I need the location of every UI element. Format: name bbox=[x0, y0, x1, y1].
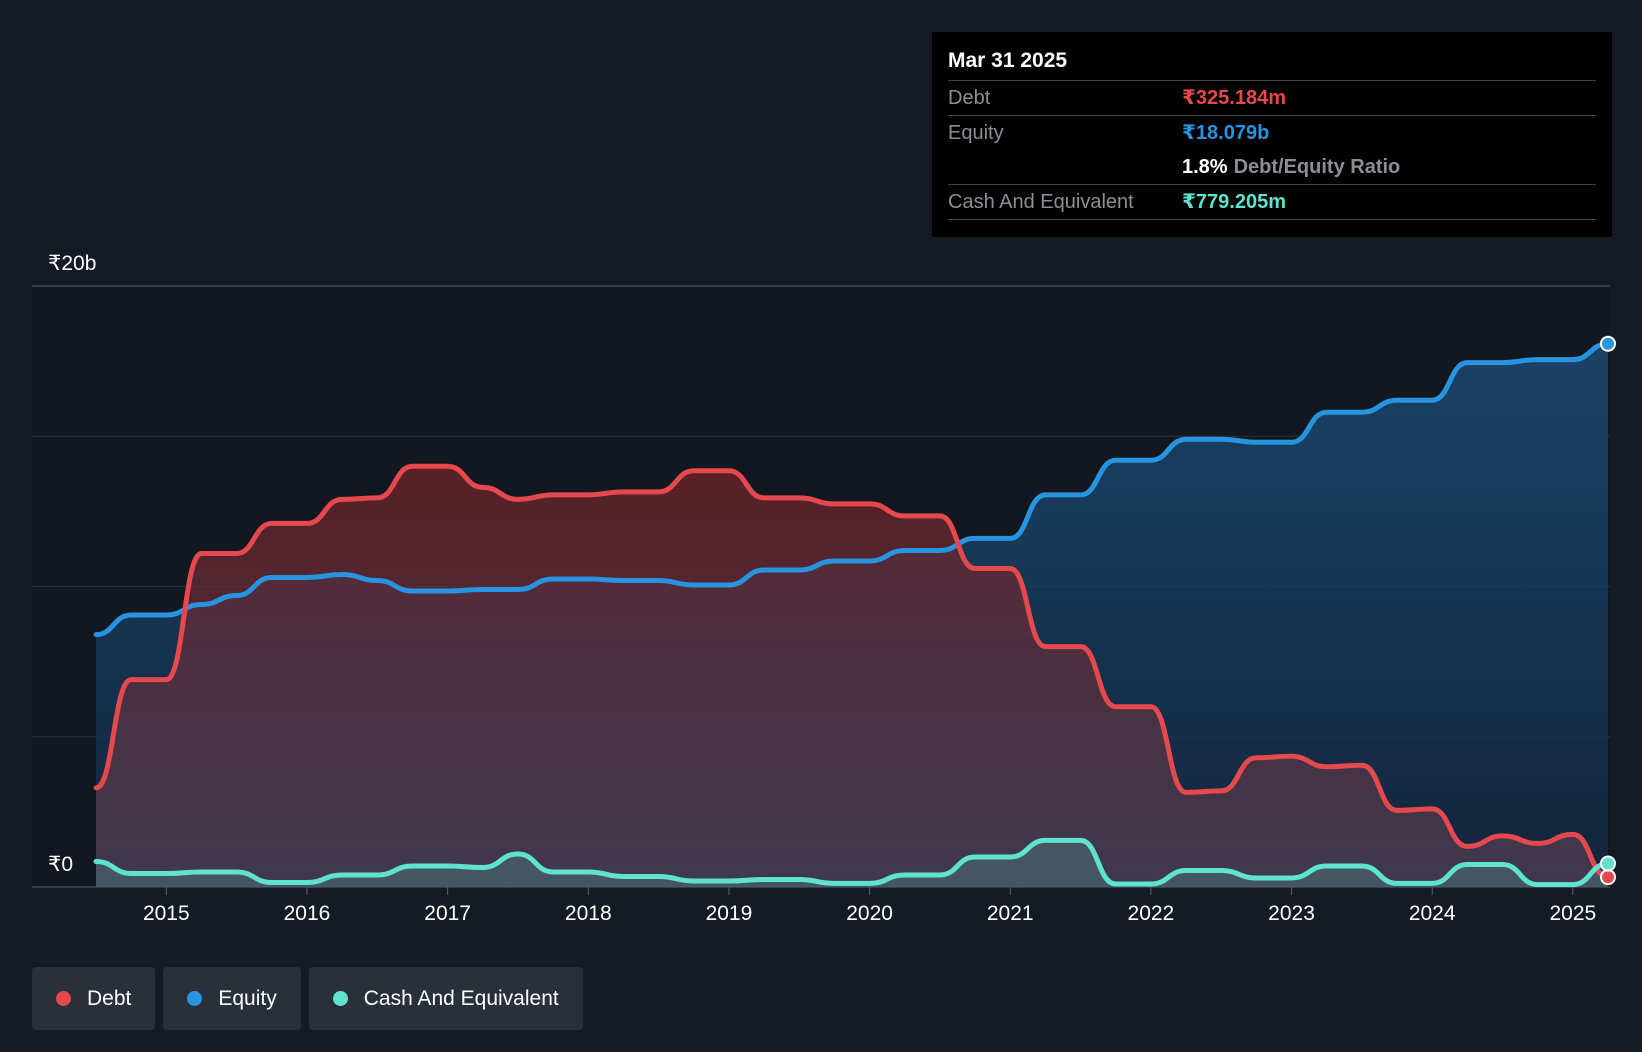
cash-dot-icon bbox=[332, 991, 348, 1006]
tooltip-cash-value: ₹779.205m bbox=[1182, 191, 1286, 213]
tooltip: Mar 31 2025 Debt ₹325.184m Equity ₹18.07… bbox=[932, 32, 1612, 237]
y-tick-label: ₹20b bbox=[48, 252, 96, 275]
legend: Debt Equity Cash And Equivalent bbox=[32, 967, 583, 1030]
x-tick-label: 2021 bbox=[987, 902, 1034, 925]
debt-dot-icon bbox=[56, 991, 71, 1006]
tooltip-equity-label: Equity bbox=[948, 122, 1004, 144]
x-tick-label: 2020 bbox=[846, 902, 893, 925]
x-tick-label: 2022 bbox=[1128, 902, 1175, 925]
debt-line bbox=[93, 463, 1611, 880]
cash-end-point[interactable] bbox=[1600, 855, 1616, 872]
debt-area bbox=[96, 466, 1608, 887]
tooltip-equity-row: Equity ₹18.079b bbox=[948, 116, 1596, 150]
x-tick-label: 2023 bbox=[1268, 902, 1315, 925]
x-tick-label: 2019 bbox=[706, 902, 753, 925]
cash-area bbox=[96, 840, 1608, 887]
x-tick-label: 2024 bbox=[1409, 902, 1456, 925]
x-tick-label: 2025 bbox=[1549, 902, 1596, 925]
equity-line bbox=[93, 341, 1611, 638]
legend-equity-label: Equity bbox=[218, 986, 277, 1010]
equity-end-point[interactable] bbox=[1600, 335, 1616, 352]
debt-end-point[interactable] bbox=[1600, 869, 1616, 886]
tooltip-debt-row: Debt ₹325.184m bbox=[948, 81, 1596, 116]
legend-debt-label: Debt bbox=[87, 986, 132, 1010]
tooltip-equity-value: ₹18.079b bbox=[1182, 122, 1270, 144]
legend-item-equity[interactable]: Equity bbox=[163, 967, 301, 1030]
x-tick-label: 2015 bbox=[143, 902, 190, 925]
x-tick-label: 2018 bbox=[565, 902, 612, 925]
y-tick-label: ₹0 bbox=[48, 853, 73, 876]
tooltip-cash-row: Cash And Equivalent ₹779.205m bbox=[948, 185, 1596, 220]
legend-item-cash[interactable]: Cash And Equivalent bbox=[308, 967, 583, 1030]
cash-line bbox=[93, 837, 1611, 888]
x-tick-label: 2016 bbox=[284, 902, 331, 925]
legend-cash-label: Cash And Equivalent bbox=[363, 986, 559, 1010]
tooltip-date: Mar 31 2025 bbox=[948, 46, 1596, 81]
equity-dot-icon bbox=[187, 991, 203, 1006]
tooltip-ratio-label: Debt/Equity Ratio bbox=[1233, 156, 1401, 178]
x-tick-label: 2017 bbox=[424, 902, 471, 925]
tooltip-cash-label: Cash And Equivalent bbox=[948, 191, 1134, 213]
tooltip-ratio-value: 1.8% bbox=[1182, 156, 1228, 178]
tooltip-debt-value: ₹325.184m bbox=[1182, 87, 1286, 109]
tooltip-debt-label: Debt bbox=[948, 87, 991, 109]
legend-item-debt[interactable]: Debt bbox=[32, 967, 156, 1030]
tooltip-ratio-spacer bbox=[948, 150, 1182, 184]
tooltip-ratio-row: 1.8% Debt/Equity Ratio bbox=[948, 150, 1596, 185]
